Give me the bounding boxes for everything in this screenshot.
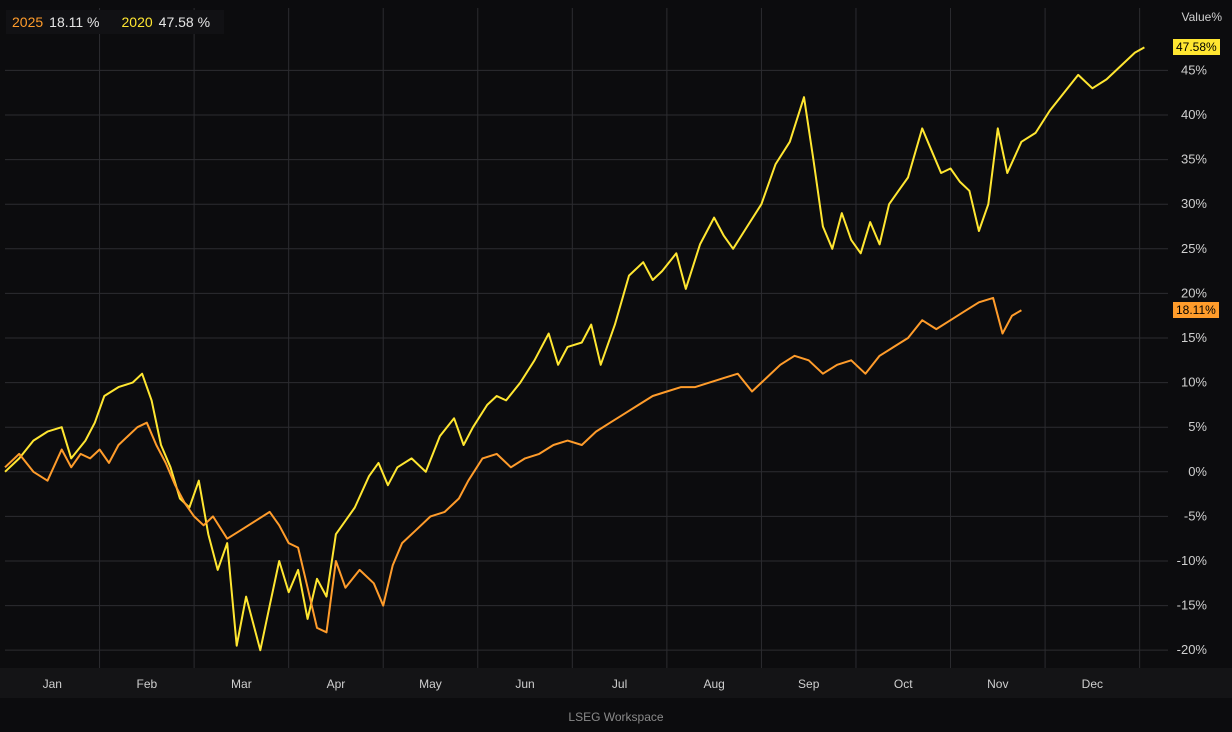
y-tick-label: -15% — [1177, 598, 1208, 613]
series-line-2025 — [4, 296, 1022, 634]
footer-brand: LSEG Workspace — [568, 710, 664, 724]
x-tick-label: Apr — [327, 677, 346, 691]
legend-label-2025: 2025 — [12, 14, 44, 30]
x-tick-label: Jan — [43, 677, 62, 691]
legend-item-2025[interactable]: 2025 18.11 % — [12, 14, 100, 30]
y-tick-label: 0% — [1188, 464, 1207, 479]
x-tick-label: Nov — [987, 677, 1008, 691]
y-tick-label: 40% — [1181, 107, 1207, 122]
y-tick-label: 30% — [1181, 196, 1207, 211]
x-tick-label: Jul — [612, 677, 627, 691]
y-tick-label: 10% — [1181, 375, 1207, 390]
last-value-tag-2020: 47.58% — [1173, 39, 1220, 56]
x-tick-label: Sep — [798, 677, 820, 691]
y-tick-label: 25% — [1181, 241, 1207, 256]
legend: 2025 18.11 % 2020 47.58 % — [6, 10, 225, 34]
y-axis-title: Value% — [1181, 10, 1222, 24]
y-tick-label: 20% — [1181, 285, 1207, 300]
y-tick-label: 5% — [1188, 419, 1207, 434]
legend-item-2020[interactable]: 2020 47.58 % — [122, 14, 211, 30]
last-value-tag-2025: 18.11% — [1173, 302, 1219, 319]
y-tick-label: 15% — [1181, 330, 1207, 345]
legend-value-2025: 18.11 % — [49, 14, 100, 30]
y-tick-label: 35% — [1181, 152, 1207, 167]
legend-label-2020: 2020 — [121, 14, 153, 30]
x-axis-band — [0, 668, 1232, 698]
y-tick-label: -20% — [1177, 642, 1208, 657]
y-tick-label: 45% — [1181, 62, 1207, 77]
x-tick-label: May — [419, 677, 442, 691]
x-tick-label: Oct — [894, 677, 913, 691]
x-tick-label: Aug — [703, 677, 724, 691]
y-tick-label: -10% — [1177, 553, 1208, 568]
series-line-2020 — [4, 46, 1145, 652]
x-tick-label: Feb — [136, 677, 157, 691]
x-tick-label: Jun — [515, 677, 534, 691]
legend-value-2020: 47.58 % — [158, 14, 211, 30]
y-tick-label: -5% — [1184, 508, 1208, 523]
x-tick-label: Dec — [1082, 677, 1103, 691]
x-tick-label: Mar — [231, 677, 252, 691]
